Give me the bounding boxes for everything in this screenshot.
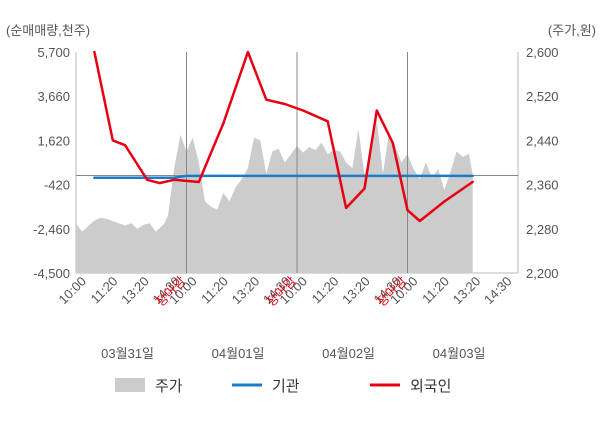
price-area (76, 121, 473, 273)
right-tick-label: 2,200 (526, 266, 559, 281)
x-date-label: 03월31일 (101, 346, 154, 361)
x-tick-label: 13:20 (450, 274, 484, 308)
price-series (76, 121, 473, 273)
left-axis-unit: (순매매량,천주) (6, 23, 90, 38)
right-tick-label: 2,600 (526, 45, 559, 60)
right-tick-label: 2,440 (526, 133, 559, 148)
legend-label: 기관 (272, 378, 300, 395)
left-tick-label: -4,500 (33, 266, 70, 281)
x-date-label: 04월03일 (433, 346, 486, 361)
x-date-label: 04월02일 (322, 346, 375, 361)
x-tick-label: 14:30 (481, 274, 515, 308)
x-tick-label: 11:20 (419, 274, 452, 307)
foreign-series (93, 50, 474, 223)
y-axes: 5,700 3,660 1,620 -420 -2,460 -4,500 2,600 2,52… (33, 45, 558, 281)
left-tick-label: 3,660 (37, 89, 70, 104)
left-tick-label: 5,700 (37, 45, 70, 60)
left-tick-label: 1,620 (37, 133, 70, 148)
x-tick-label: 13:20 (339, 274, 373, 308)
right-tick-label: 2,280 (526, 222, 559, 237)
legend-label: 주가 (155, 378, 183, 395)
x-tick-label: 13:20 (118, 274, 152, 308)
institution-line (93, 174, 474, 179)
right-tick-label: 2,360 (526, 178, 559, 193)
x-tick-label: 11:20 (309, 274, 342, 307)
x-date-label: 04월01일 (212, 346, 265, 361)
x-tick-label: 13:20 (229, 274, 263, 308)
legend: 주가 기관 외국인 (115, 378, 451, 395)
right-tick-label: 2,520 (526, 89, 559, 104)
left-tick-label: -2,460 (33, 222, 70, 237)
right-axis-unit: (주가,원) (548, 23, 596, 38)
left-tick-label: -420 (44, 178, 70, 193)
x-axis: 10:0011:2013:2014:30장마감10:0011:2013:2014… (56, 273, 515, 361)
x-tick-label: 11:20 (198, 274, 231, 307)
institution-series (93, 174, 474, 179)
legend-label: 외국인 (410, 378, 451, 395)
legend-swatch-price (115, 378, 145, 392)
foreign-line (93, 50, 474, 223)
x-tick-label: 11:20 (88, 274, 121, 307)
